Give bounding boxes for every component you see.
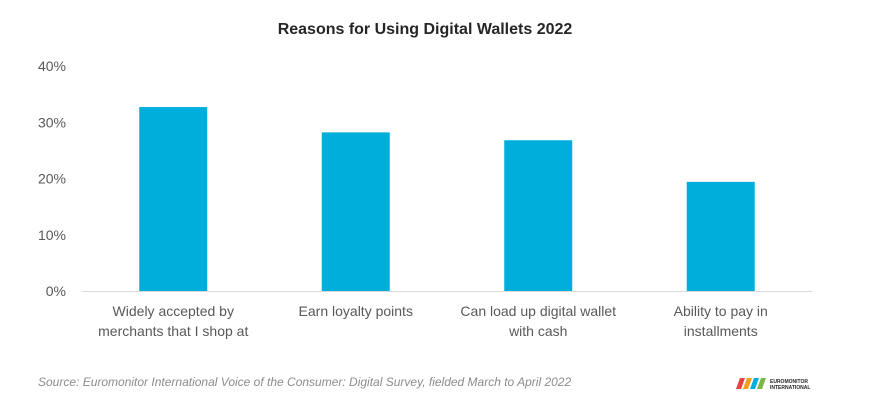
bar [321, 132, 390, 291]
x-tick-label-line: Widely accepted by [113, 303, 234, 319]
bar [686, 181, 755, 291]
bar [139, 107, 208, 291]
y-tick-label: 10% [38, 227, 66, 243]
chart-title: Reasons for Using Digital Wallets 2022 [278, 21, 573, 38]
x-tick-label: Widely accepted by merchants that I shop … [98, 303, 248, 339]
logo-stripe [743, 378, 752, 389]
y-tick-label: 30% [38, 114, 66, 130]
x-tick-label-line: merchants that I shop at [98, 323, 248, 339]
logo-mark-icon [736, 378, 766, 389]
x-tick-label-line: Can load up digital wallet [460, 303, 616, 319]
source-note: Source: Euromonitor International Voice … [38, 375, 571, 389]
x-tick-label-line: installments [684, 323, 758, 339]
x-tick-label-line: Earn loyalty points [299, 303, 413, 319]
bar [504, 140, 573, 291]
logo-stripe [757, 378, 766, 389]
logo-line-1: EUROMONITOR [770, 379, 808, 385]
x-tick-label-line: with cash [508, 323, 567, 339]
y-tick-label: 0% [46, 283, 66, 299]
bars [139, 107, 755, 291]
euromonitor-logo: EUROMONITOR INTERNATIONAL [736, 378, 810, 391]
x-axis: Widely accepted by merchants that I shop … [98, 303, 768, 339]
y-tick-label: 40% [38, 58, 66, 74]
y-tick-label: 20% [38, 171, 66, 187]
x-tick-label-line: Ability to pay in [674, 303, 768, 319]
x-tick-label: Can load up digital wallet with cash [460, 303, 616, 339]
logo-line-2: INTERNATIONAL [770, 385, 810, 391]
x-tick-label: Earn loyalty points [299, 303, 413, 319]
y-axis: 0% 10% 20% 30% 40% [38, 58, 66, 299]
x-tick-label: Ability to pay in installments [674, 303, 768, 339]
logo-stripe [736, 378, 745, 389]
logo-stripe [750, 378, 759, 389]
